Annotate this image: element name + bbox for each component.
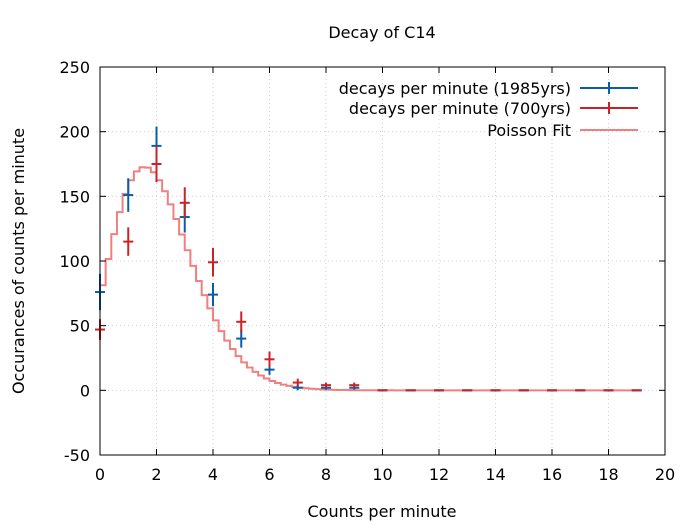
x-tick-label: 16 bbox=[542, 465, 562, 484]
x-tick-label: 12 bbox=[429, 465, 449, 484]
x-tick-label: 10 bbox=[372, 465, 392, 484]
data-point bbox=[575, 389, 586, 392]
y-tick-label: -50 bbox=[64, 446, 90, 465]
data-point bbox=[518, 389, 529, 392]
data-point bbox=[405, 389, 416, 392]
data-point bbox=[123, 227, 134, 256]
y-tick-label: 0 bbox=[80, 381, 90, 400]
data-point bbox=[490, 389, 501, 392]
data-point bbox=[236, 329, 247, 348]
data-point bbox=[434, 389, 444, 392]
axis-ticks: 0 2 4 6 8 10 12 14 16 18 20 -50 0 50 100 150 200 250 bbox=[59, 58, 675, 484]
data-point bbox=[349, 382, 360, 388]
data-point bbox=[208, 248, 218, 277]
x-axis-label: Counts per minute bbox=[307, 502, 456, 521]
y-tick-label: 200 bbox=[59, 123, 90, 142]
data-point bbox=[292, 378, 303, 387]
x-tick-label: 2 bbox=[151, 465, 161, 484]
y-tick-label: 150 bbox=[59, 187, 90, 206]
x-tick-label: 20 bbox=[655, 465, 675, 484]
grid bbox=[100, 67, 665, 455]
y-tick-label: 100 bbox=[59, 252, 90, 271]
data-point bbox=[236, 311, 247, 333]
data-point bbox=[179, 187, 190, 219]
data-point bbox=[462, 389, 473, 392]
x-tick-label: 18 bbox=[598, 465, 618, 484]
legend-label: decays per minute (700yrs) bbox=[349, 99, 571, 118]
data-point bbox=[547, 389, 557, 392]
x-tick-label: 6 bbox=[264, 465, 274, 484]
data-point bbox=[603, 389, 614, 392]
data-point bbox=[208, 282, 218, 307]
data-point bbox=[151, 145, 162, 183]
legend-label: decays per minute (1985yrs) bbox=[339, 79, 571, 98]
x-tick-label: 4 bbox=[208, 465, 218, 484]
chart-title: Decay of C14 bbox=[328, 23, 435, 42]
x-tick-label: 8 bbox=[321, 465, 331, 484]
legend-label: Poisson Fit bbox=[487, 121, 571, 140]
poisson-fit-line bbox=[100, 166, 637, 392]
y-axis-label: Occurances of counts per minute bbox=[9, 128, 28, 394]
data-point bbox=[264, 351, 275, 368]
series-1 bbox=[95, 126, 642, 392]
x-tick-label: 0 bbox=[95, 465, 105, 484]
legend: decays per minute (1985yrs)decays per mi… bbox=[339, 79, 638, 140]
y-tick-label: 250 bbox=[59, 58, 90, 77]
data-point bbox=[377, 389, 388, 392]
data-point bbox=[321, 382, 331, 388]
data-point bbox=[631, 389, 642, 392]
data-points bbox=[95, 126, 642, 392]
poisson-fit-series bbox=[100, 166, 637, 392]
series-2 bbox=[95, 145, 642, 392]
x-tick-label: 14 bbox=[485, 465, 505, 484]
data-point bbox=[123, 178, 134, 212]
y-tick-label: 50 bbox=[70, 317, 90, 336]
